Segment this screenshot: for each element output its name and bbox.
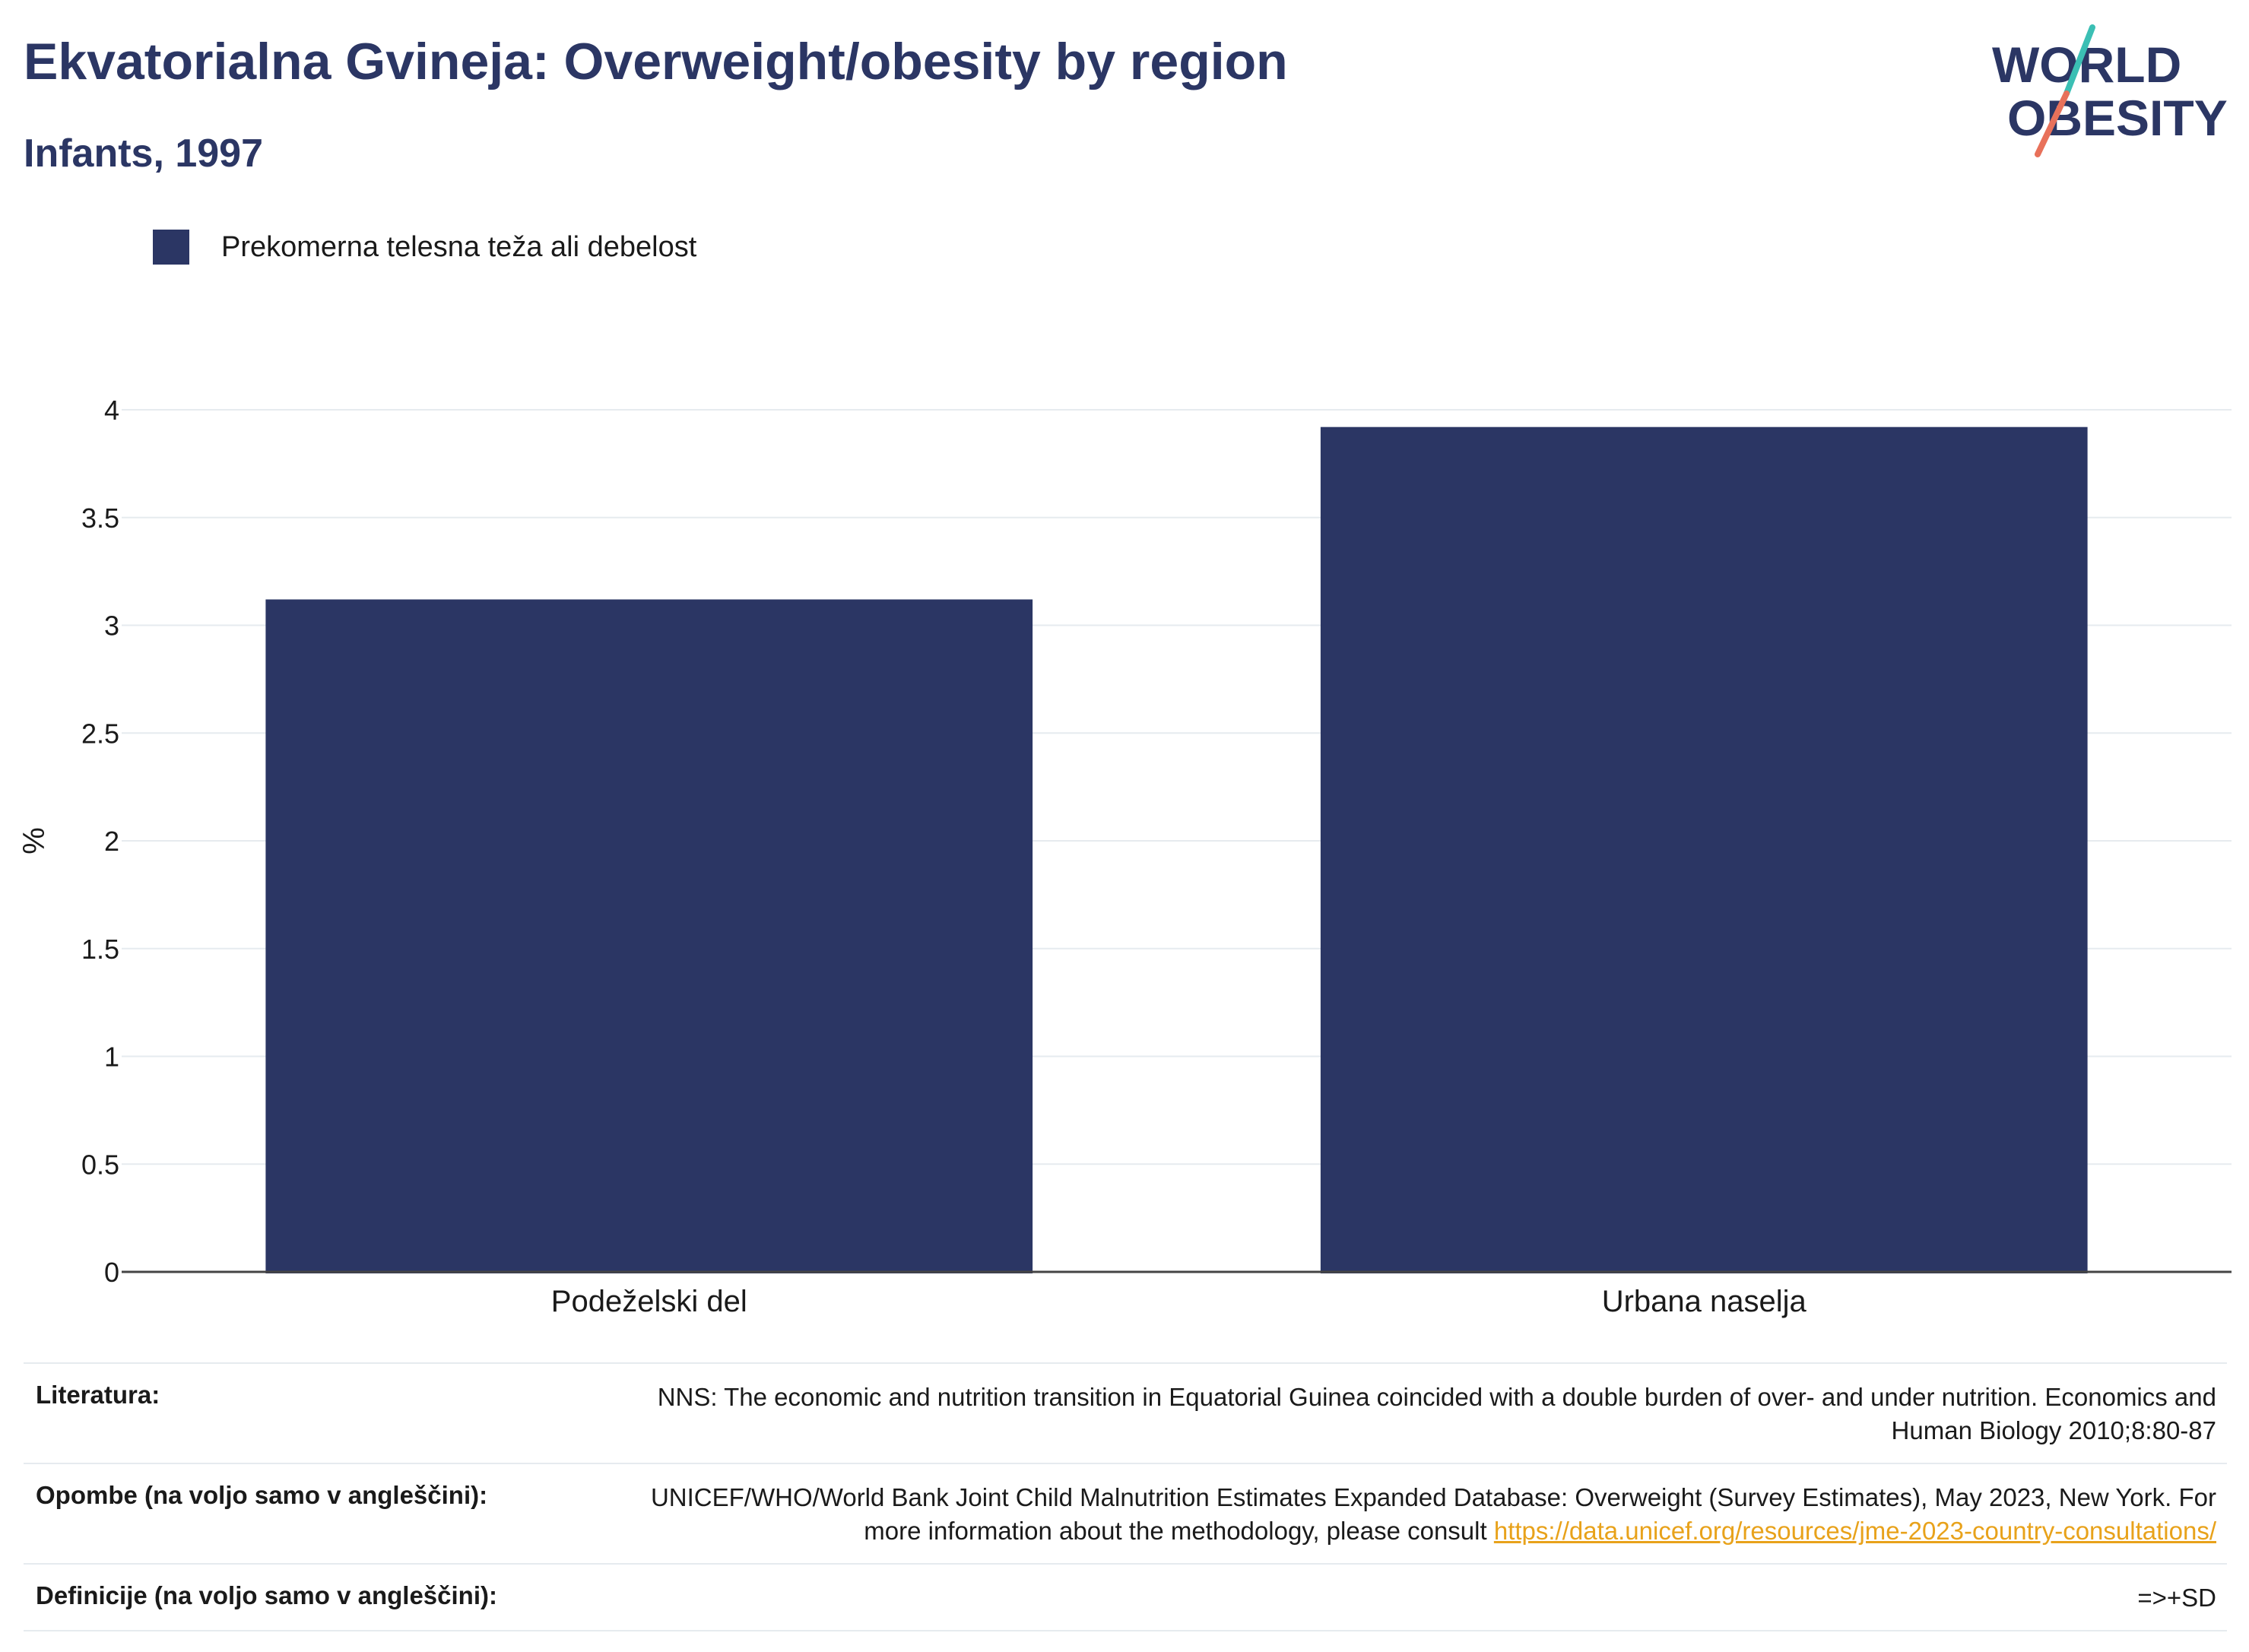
y-tick-label: 2.5 [81, 718, 119, 749]
y-tick-label: 1 [104, 1042, 119, 1073]
y-tick-label: 0.5 [81, 1149, 119, 1180]
literature-value: NNS: The economic and nutrition transiti… [657, 1383, 2216, 1444]
definitions-row: Definicije (na voljo samo v angleščini):… [24, 1563, 2227, 1631]
x-category-label: Urbana naselja [1602, 1285, 1807, 1318]
definitions-value: =>+SD [2137, 1584, 2216, 1612]
notes-table: Literatura: NNS: The economic and nutrit… [24, 1362, 2227, 1631]
x-category-label: Podeželski del [551, 1285, 747, 1318]
world-obesity-logo: WORLD OBESITY [1977, 21, 2235, 166]
chart-subtitle: Infants, 1997 [24, 132, 264, 176]
remarks-value: UNICEF/WHO/World Bank Joint Child Malnut… [650, 1483, 2216, 1545]
logo-slash-coral [2035, 90, 2070, 157]
literature-label: Literatura: [36, 1381, 160, 1409]
remarks-label: Opombe (na voljo samo v angleščini): [36, 1481, 488, 1509]
logo-graphic: WORLD OBESITY [1992, 24, 2228, 157]
y-tick-label: 4 [104, 395, 119, 426]
y-tick-label: 1.5 [81, 934, 119, 965]
legend[interactable]: Prekomerna telesna teža ali debelost [153, 228, 696, 266]
legend-label: Prekomerna telesna teža ali debelost [221, 230, 697, 263]
literature-row: Literatura: NNS: The economic and nutrit… [24, 1362, 2227, 1463]
y-tick-label: 3.5 [81, 503, 119, 534]
y-tick-label: 3 [104, 610, 119, 642]
legend-swatch [153, 230, 189, 265]
remarks-row: Opombe (na voljo samo v angleščini): UNI… [24, 1463, 2227, 1563]
y-tick-label: 2 [104, 826, 119, 857]
remarks-link[interactable]: https://data.unicef.org/resources/jme-20… [1493, 1517, 2216, 1545]
definitions-label: Definicije (na voljo samo v angleščini): [36, 1581, 497, 1609]
bar-1[interactable] [265, 599, 1033, 1273]
y-tick-label: 0 [104, 1257, 119, 1288]
bar-chart: 0 0.5 1 1.5 2 2.5 3 3.5 4 Podeželski del Urbana n… [17, 395, 2232, 1318]
logo-line2: OBESITY [2007, 90, 2228, 146]
logo-slash-teal [2063, 24, 2095, 97]
bar-2[interactable] [1320, 426, 2088, 1274]
remarks-value-container: UNICEF/WHO/World Bank Joint Child Malnut… [589, 1481, 2216, 1548]
chart-title: Ekvatorialna Gvineja: Overweight/obesity… [24, 33, 1288, 90]
y-axis-title: % [17, 827, 51, 855]
